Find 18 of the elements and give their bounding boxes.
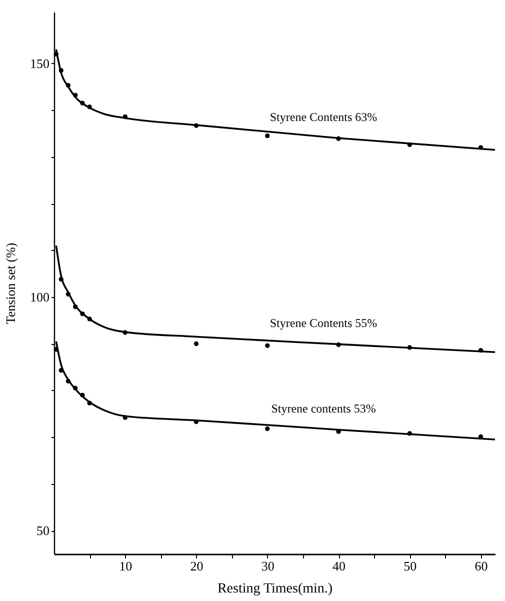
point [265, 426, 270, 432]
x-tick-label: 60 [474, 558, 488, 574]
x-tick-label: 20 [190, 558, 204, 574]
x-tick-label: 50 [404, 558, 417, 574]
y-tick-label: 150 [30, 56, 50, 71]
series-label: Styrene Contents 55% [270, 316, 378, 330]
y-tick-label: 50 [36, 523, 50, 538]
series-label: Styrene Contents 63% [270, 110, 378, 124]
x-axis-title: Resting Times(min.) [217, 582, 333, 596]
x-tick-label: 30 [261, 558, 274, 574]
x-tick-label: 10 [119, 558, 132, 574]
point [194, 341, 199, 346]
point [265, 343, 270, 348]
y-tick-label: 100 [30, 290, 50, 305]
x-tick-label: 40 [332, 558, 346, 574]
point [265, 133, 270, 138]
y-axis-title: Tension set (%) [3, 242, 18, 324]
series-label: Styrene contents 53% [271, 402, 376, 416]
